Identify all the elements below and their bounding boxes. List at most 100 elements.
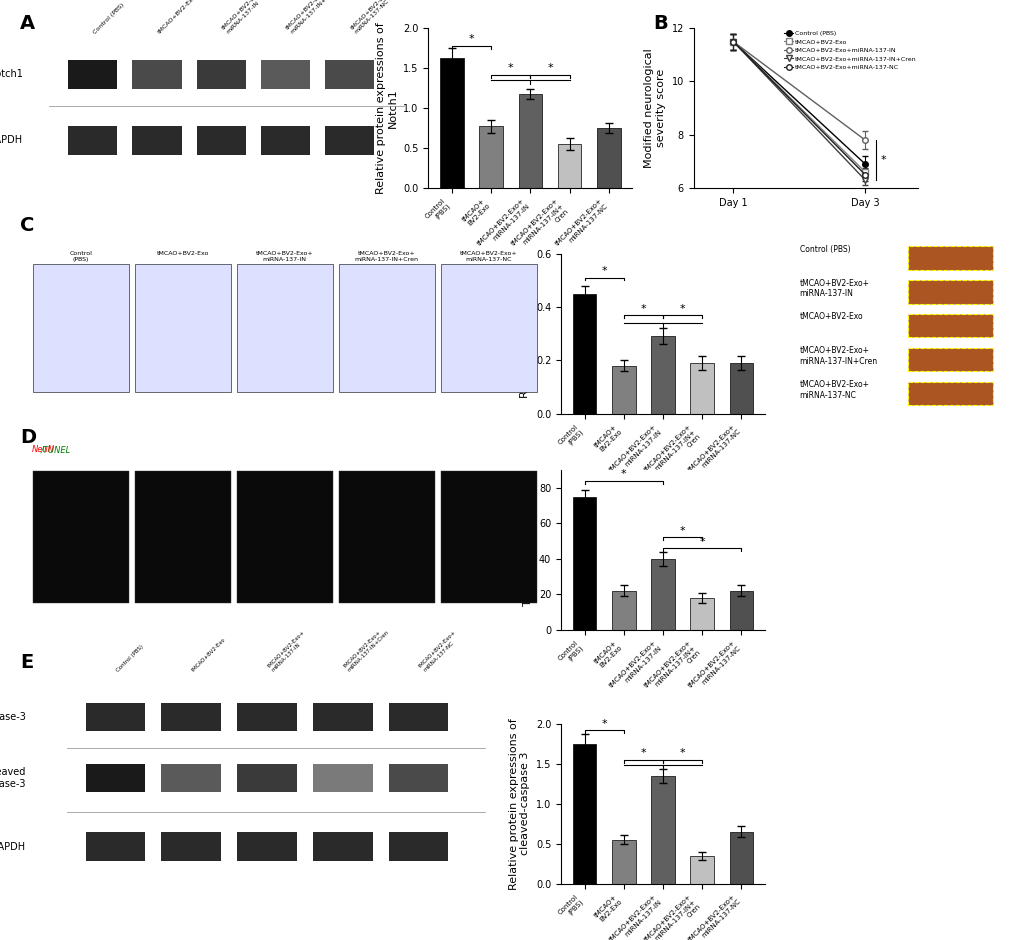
Bar: [135, 264, 230, 393]
Bar: [236, 471, 332, 603]
Text: tMCAO+BV2-Exo: tMCAO+BV2-Exo: [799, 312, 862, 321]
Bar: [161, 833, 221, 861]
Text: Notch1: Notch1: [0, 70, 23, 80]
Bar: [161, 703, 221, 731]
Text: Caspase-3: Caspase-3: [0, 713, 26, 722]
Bar: [729, 832, 752, 884]
Text: GAPDH: GAPDH: [0, 841, 26, 852]
Bar: [611, 839, 635, 884]
Bar: [611, 590, 635, 630]
Text: /TUNEL: /TUNEL: [41, 446, 71, 454]
Bar: [236, 703, 297, 731]
Text: *: *: [621, 469, 626, 478]
Y-axis label: Relative protein expressions of
Notch1: Relative protein expressions of Notch1: [376, 23, 397, 194]
Y-axis label: Relative infarct volume: Relative infarct volume: [520, 269, 530, 399]
Bar: [907, 314, 993, 337]
Text: A: A: [20, 14, 36, 33]
Bar: [33, 471, 128, 603]
Bar: [729, 363, 752, 414]
Y-axis label: TUNEL positive cells: TUNEL positive cells: [523, 494, 533, 606]
Bar: [68, 126, 117, 155]
Text: tMCAO+BV2-Exo+
miRNA-137-IN+Cren: tMCAO+BV2-Exo+ miRNA-137-IN+Cren: [342, 625, 389, 673]
Bar: [650, 558, 675, 630]
Bar: [573, 293, 596, 414]
Bar: [440, 57, 464, 188]
Y-axis label: Modified neurological
severity score: Modified neurological severity score: [644, 48, 665, 168]
Bar: [338, 264, 434, 393]
Text: B: B: [652, 14, 666, 33]
Text: *: *: [546, 63, 552, 73]
Bar: [690, 598, 713, 630]
Text: tMCAO+BV2-Exo+
miRNA-137-IN: tMCAO+BV2-Exo+ miRNA-137-IN: [256, 251, 313, 261]
Text: D: D: [20, 428, 37, 446]
Text: *: *: [469, 34, 474, 44]
Text: tMCAO+BV2-Exo+
miRNA-137-IN+Cren: tMCAO+BV2-Exo+ miRNA-137-IN+Cren: [355, 610, 418, 621]
Text: *: *: [640, 748, 646, 759]
Bar: [729, 590, 752, 630]
Text: tMCAO+BV2-Exo: tMCAO+BV2-Exo: [192, 637, 227, 673]
Bar: [313, 703, 372, 731]
Bar: [86, 833, 145, 861]
Text: Control
(PBS): Control (PBS): [69, 251, 92, 261]
Bar: [518, 94, 542, 188]
Text: tMCAO+BV2-Exo+
miRNA-137-IN+Cren: tMCAO+BV2-Exo+ miRNA-137-IN+Cren: [355, 251, 418, 261]
Bar: [388, 703, 447, 731]
Text: tMCAO+BV2-Exo: tMCAO+BV2-Exo: [156, 251, 209, 256]
Bar: [236, 833, 297, 861]
Bar: [440, 264, 536, 393]
Bar: [135, 471, 230, 603]
Text: Control (PBS): Control (PBS): [93, 2, 125, 35]
Bar: [197, 60, 246, 89]
Text: *: *: [699, 537, 704, 547]
Bar: [33, 264, 128, 393]
Y-axis label: Relative protein expressions of
cleaved-caspase 3: Relative protein expressions of cleaved-…: [508, 718, 530, 889]
Text: tMCAO+BV2-Exo: tMCAO+BV2-Exo: [156, 610, 209, 616]
Legend: Control (PBS), tMCAO+BV2-Exo, tMCAO+BV2-Exo+miRNA-137-IN, tMCAO+BV2-Exo+miRNA-13: Control (PBS), tMCAO+BV2-Exo, tMCAO+BV2-…: [781, 28, 918, 72]
Bar: [86, 703, 145, 731]
Text: *: *: [507, 63, 514, 73]
Bar: [261, 60, 310, 89]
Bar: [236, 264, 332, 393]
Text: *: *: [679, 526, 685, 536]
Text: tMCAO+BV2-Exo: tMCAO+BV2-Exo: [157, 0, 198, 35]
Text: *: *: [601, 718, 606, 728]
Text: tMCAO+BV2-Exo+
miRNA-137-IN: tMCAO+BV2-Exo+ miRNA-137-IN: [256, 610, 313, 621]
Bar: [313, 763, 372, 792]
Bar: [690, 363, 713, 414]
Bar: [161, 763, 221, 792]
Bar: [236, 763, 297, 792]
Bar: [479, 127, 502, 188]
Text: tMCAO+BV2-Exo+
miRNA-137-IN: tMCAO+BV2-Exo+ miRNA-137-IN: [267, 630, 310, 673]
Text: C: C: [20, 216, 35, 235]
Bar: [690, 855, 713, 884]
Bar: [325, 60, 374, 89]
Text: Control (PBS): Control (PBS): [115, 644, 145, 673]
Text: *: *: [679, 304, 685, 314]
Bar: [261, 126, 310, 155]
Text: tMCAO+BV2-Exo+
miRNA-137-NC: tMCAO+BV2-Exo+ miRNA-137-NC: [799, 381, 869, 400]
Bar: [325, 126, 374, 155]
Bar: [68, 60, 117, 89]
Bar: [907, 348, 993, 371]
Text: tMCAO+BV2-Exo+
miRNA-137-NC: tMCAO+BV2-Exo+ miRNA-137-NC: [418, 630, 462, 673]
Text: *: *: [640, 304, 646, 314]
Bar: [611, 366, 635, 414]
Bar: [650, 337, 675, 414]
Bar: [650, 776, 675, 884]
Bar: [573, 496, 596, 630]
Text: GAPDH: GAPDH: [0, 135, 23, 146]
Text: Cleaved
caspase-3: Cleaved caspase-3: [0, 767, 26, 789]
Bar: [338, 471, 434, 603]
Bar: [573, 744, 596, 884]
Text: *: *: [880, 155, 886, 165]
Bar: [313, 833, 372, 861]
Text: E: E: [20, 653, 34, 672]
Text: *: *: [601, 266, 606, 276]
Text: tMCAO+BV2-Exo+
miRNA-137-IN: tMCAO+BV2-Exo+ miRNA-137-IN: [799, 278, 869, 298]
Text: *: *: [679, 748, 685, 759]
Text: tMCAO+BV2-Exo+
miRNA-137-IN+Cren: tMCAO+BV2-Exo+ miRNA-137-IN+Cren: [799, 347, 877, 366]
Bar: [86, 763, 145, 792]
Bar: [197, 126, 246, 155]
Bar: [907, 383, 993, 405]
Bar: [557, 144, 581, 188]
